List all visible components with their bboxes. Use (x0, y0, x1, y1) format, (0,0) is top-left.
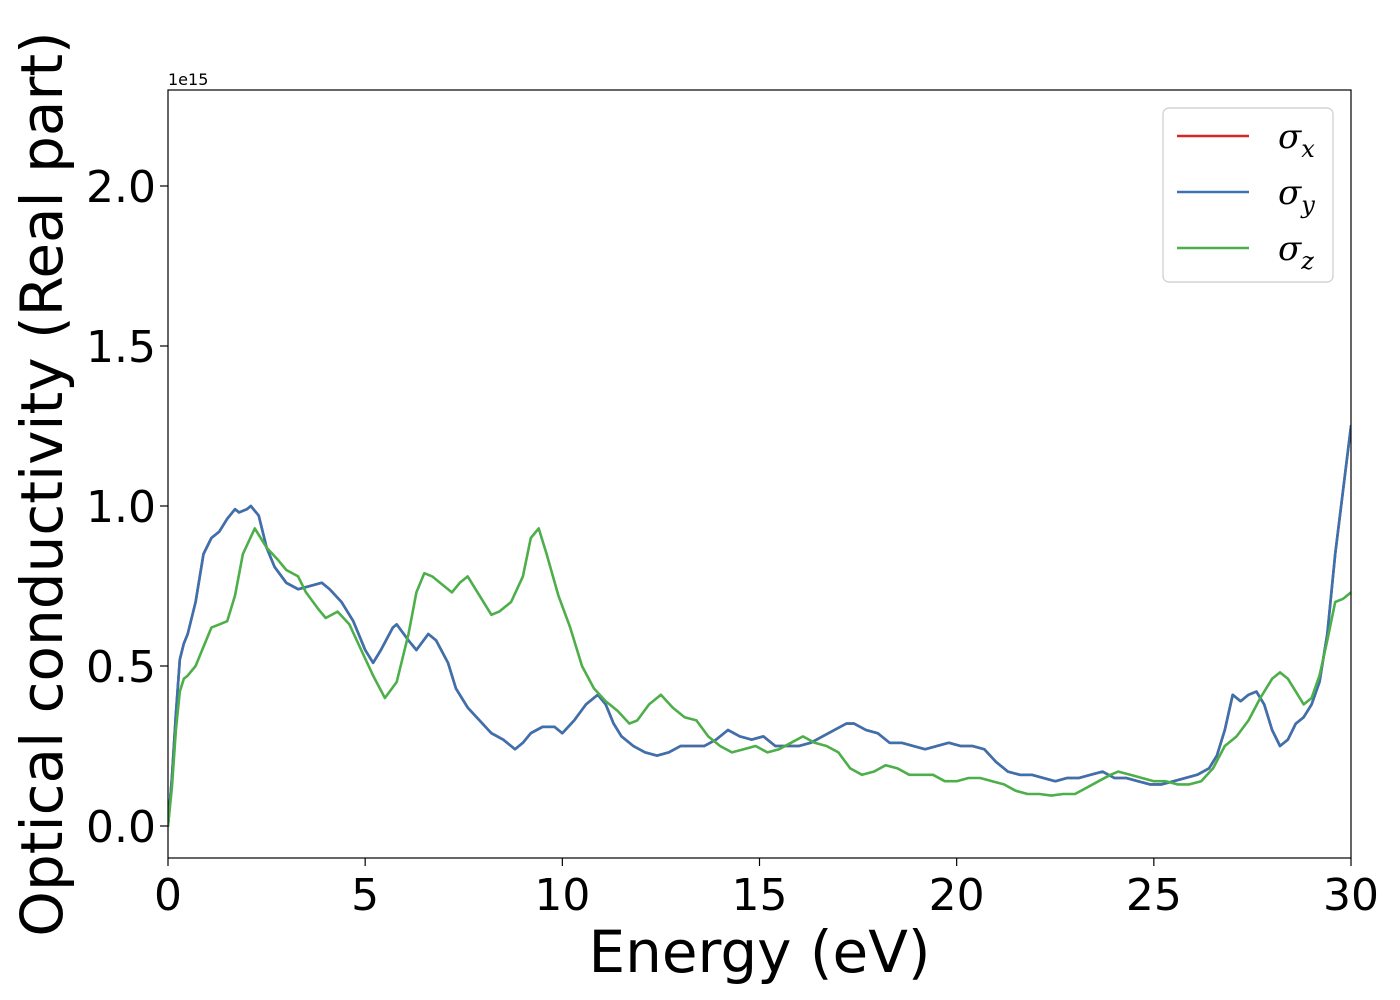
y-tick-label: 1.5 (86, 322, 156, 373)
y-tick-label: 2.0 (86, 162, 156, 213)
y-tick-label: 1.0 (86, 482, 156, 533)
x-tick-label: 5 (351, 870, 379, 921)
x-tick-label: 30 (1323, 870, 1379, 921)
x-axis-title: Energy (eV) (588, 918, 930, 986)
series-line-y (168, 424, 1351, 828)
legend-subscript-y: y (1300, 191, 1315, 219)
x-tick-label: 20 (929, 870, 985, 921)
legend-subscript-x: x (1301, 135, 1315, 163)
series-line-z (168, 527, 1351, 828)
legend-box (1162, 107, 1334, 283)
ticks-layer: 0 5 10 15 20 25 30 0.0 0.5 1.0 1.5 2.0 (86, 162, 1379, 921)
x-tick-label: 15 (732, 870, 788, 921)
y-tick-label: 0.5 (86, 642, 156, 693)
x-tick-label: 10 (534, 870, 590, 921)
y-axis-title: Optical conductivity (Real part) (8, 31, 76, 936)
x-tick-label: 0 (154, 870, 182, 921)
y-offset-label: 1e15 (168, 70, 208, 89)
legend-label-x: σx (1278, 117, 1315, 163)
y-tick-label: 0.0 (86, 802, 156, 853)
x-tick-label: 25 (1126, 870, 1182, 921)
series-layer (168, 424, 1351, 828)
legend-subscript-z: z (1300, 247, 1314, 275)
